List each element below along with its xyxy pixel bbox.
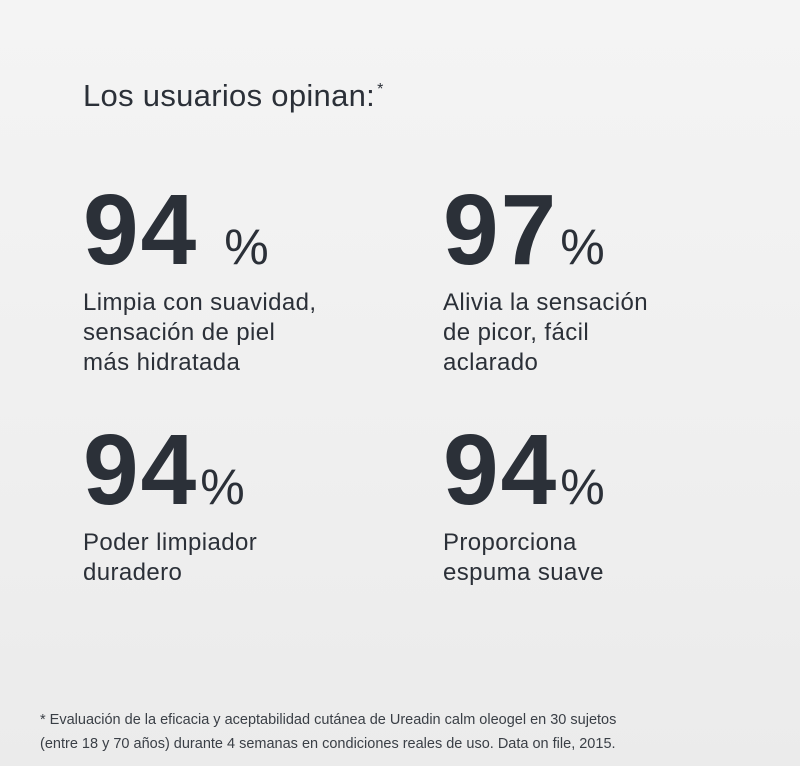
stat: 94% Poder limpiador duradero (83, 420, 413, 588)
stat: 97% Alivia la sensación de picor, fácil acl… (443, 180, 773, 378)
title-mark: * (377, 81, 384, 98)
description-line: de picor, fácil (443, 319, 590, 346)
title-text: Los usuarios opinan: (83, 78, 376, 113)
description-line: más hidratada (83, 349, 241, 376)
stat-value: 94 (83, 174, 199, 286)
stat-description: Proporciona espuma suave (443, 528, 773, 588)
footnote: * Evaluación de la eficacia y aceptabili… (40, 708, 616, 756)
stat-value: 94 (443, 414, 559, 526)
description-line: duradero (83, 559, 183, 586)
stat-description: Poder limpiador duradero (83, 528, 413, 588)
footnote-line: (entre 18 y 70 años) durante 4 semanas e… (40, 736, 616, 752)
stat-figure: 97% (443, 180, 773, 280)
description-line: Limpia con suavidad, (83, 289, 317, 316)
description-line: Poder limpiador (83, 529, 258, 556)
description-line: Alivia la sensación (443, 289, 649, 316)
stat-description: Limpia con suavidad, sensación de piel más… (83, 288, 413, 378)
description-line: aclarado (443, 349, 539, 376)
description-line: Proporciona (443, 529, 577, 556)
title: Los usuarios opinan: * (83, 78, 384, 114)
stat: 94% Limpia con suavidad, sensación de piel… (83, 180, 413, 378)
stat-figure: 94% (83, 180, 413, 280)
description-line: sensación de piel (83, 319, 276, 346)
stat-description: Alivia la sensación de picor, fácil aclara… (443, 288, 773, 378)
stat-value: 97 (443, 174, 559, 286)
stat-unit: % (560, 459, 605, 515)
stat-unit: % (200, 459, 245, 515)
stat-unit: % (560, 219, 605, 275)
stat-unit: % (224, 219, 269, 275)
stat-figure: 94% (83, 420, 413, 520)
stat: 94% Proporciona espuma suave (443, 420, 773, 588)
stat-value: 94 (83, 414, 199, 526)
description-line: espuma suave (443, 559, 604, 586)
footnote-line: * Evaluación de la eficacia y aceptabili… (40, 712, 617, 728)
stat-figure: 94% (443, 420, 773, 520)
